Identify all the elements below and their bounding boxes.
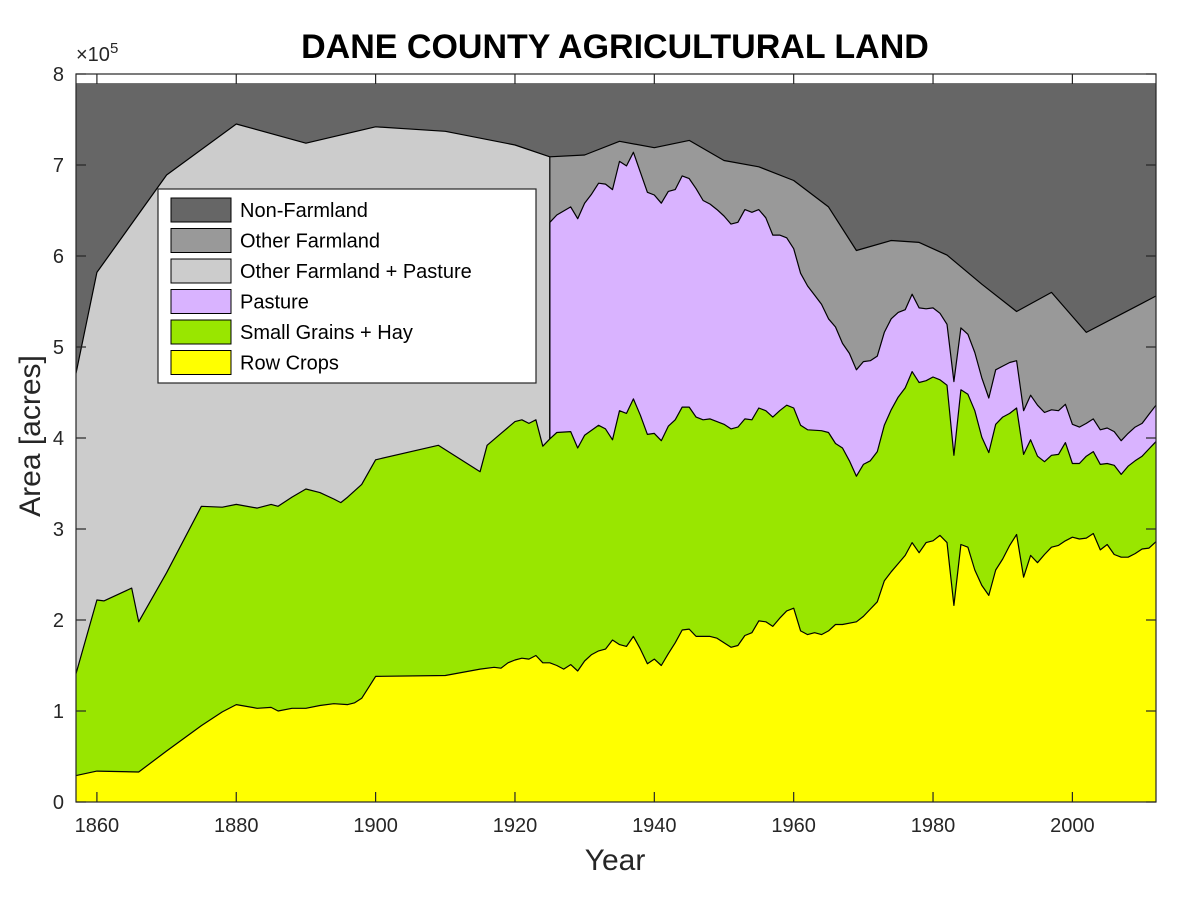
x-tick-label: 1920 <box>493 815 538 837</box>
legend-swatch-row-crops <box>170 350 232 375</box>
legend-swatch-small-grains-hay <box>170 319 232 345</box>
chart-title: DANE COUNTY AGRICULTURAL LAND <box>301 28 929 66</box>
x-tick-label: 1900 <box>353 815 398 837</box>
y-tick-label: 6 <box>53 246 64 268</box>
y-exponent-label: ×105 <box>76 40 118 66</box>
x-tick-label: 1980 <box>911 815 956 837</box>
y-axis-label: Area [acres] <box>14 355 47 517</box>
legend-label-row-crops: Row Crops <box>240 353 339 375</box>
y-tick-label: 2 <box>53 610 64 632</box>
area-row-crops <box>76 533 1156 802</box>
boundary-small-grains-hay <box>76 371 1156 674</box>
svg-text:×105: ×105 <box>76 40 118 66</box>
x-tick-label: 1940 <box>632 815 677 837</box>
y-exponent-power: 5 <box>110 40 118 57</box>
y-tick-label: 8 <box>53 64 64 86</box>
legend-swatch-other-farmland-pasture <box>170 258 232 284</box>
y-tick-label: 3 <box>53 519 64 541</box>
x-tick-label: 1880 <box>214 815 259 837</box>
y-tick-label: 5 <box>53 337 64 359</box>
legend-label-non-farmland: Non-Farmland <box>240 200 368 222</box>
y-tick-label: 7 <box>53 155 64 177</box>
legend-swatch-other-farmland <box>170 228 232 253</box>
legend: Non-Farmland Other Farmland Other Farmland… <box>157 188 537 384</box>
boundary-row-crops <box>76 532 1156 777</box>
boundary-farmland-total <box>76 123 1156 374</box>
y-tick-label: 0 <box>53 792 64 814</box>
legend-label-pasture: Pasture <box>240 292 309 314</box>
x-axis-label: Year <box>585 844 646 877</box>
legend-swatch-non-farmland <box>170 197 232 223</box>
y-exponent-base: ×10 <box>76 44 110 66</box>
y-tick-label: 4 <box>53 428 64 450</box>
legend-swatch-pasture <box>170 289 232 314</box>
plot-area <box>76 83 1156 802</box>
x-tick-label: 1960 <box>771 815 816 837</box>
legend-label-other-farmland: Other Farmland <box>240 231 380 253</box>
legend-label-small-grains-hay: Small Grains + Hay <box>240 322 413 344</box>
x-tick-label: 1860 <box>75 815 120 837</box>
legend-label-other-farmland-pasture: Other Farmland + Pasture <box>240 261 472 283</box>
x-tick-label: 2000 <box>1050 815 1095 837</box>
boundary-pasture <box>549 151 1156 442</box>
axes: 1860 1880 1900 1920 1940 1960 1980 2000 0 1 2 3 4 5 6 7… <box>53 64 1157 837</box>
y-tick-label: 1 <box>53 701 64 723</box>
